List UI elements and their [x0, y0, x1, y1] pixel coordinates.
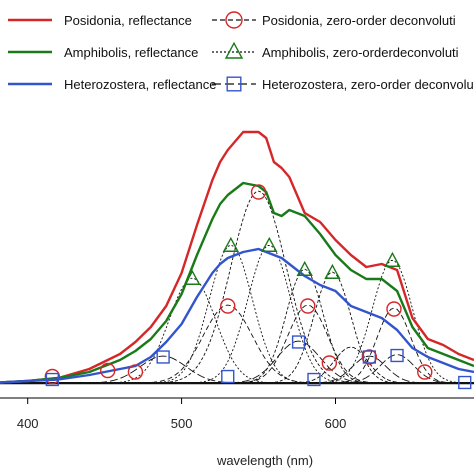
amphibolis-zero-orderdeconvoluti-marker [384, 251, 401, 267]
heterozostera-zero-order-deconvolu-marker [390, 348, 404, 363]
amphibolis-zero-orderdeconvoluti-marker [261, 236, 278, 252]
deconvolution-component-curve [0, 244, 474, 384]
deconvolution-component-curve [0, 304, 474, 384]
x-axis-label: wavelength (nm) [216, 453, 313, 468]
legend-entry: Posidonia, zero-order deconvoluti [212, 11, 456, 29]
heterozostera-zero-order-deconvolu-marker [45, 372, 59, 387]
x-tick-label: 600 [325, 416, 347, 431]
legend-label: Amphibolis, reflectance [64, 45, 198, 60]
posidonia-zero-order-deconvoluti-marker [386, 301, 402, 317]
legend: Posidonia, reflectance Amphibolis, reflec… [8, 11, 474, 92]
amphibolis-zero-orderdeconvoluti-marker [296, 260, 313, 276]
deconvolution-component-curve [0, 260, 474, 384]
legend-entry: Amphibolis, reflectance [8, 45, 198, 60]
heterozostera-zero-order-deconvolu-marker [458, 375, 472, 390]
legend-entry: Heterozostera, reflectance [8, 77, 216, 92]
posidonia-zero-order-deconvoluti-marker [300, 298, 316, 314]
heterozostera-reflectance-line [0, 247, 474, 384]
legend-label: Posidonia, zero-order deconvoluti [262, 13, 456, 28]
curves-layer [0, 130, 474, 390]
x-tick-label: 400 [17, 416, 39, 431]
heterozostera-zero-order-deconvolu-marker [291, 335, 306, 349]
legend-entry: Heterozostera, zero-order deconvolu [212, 76, 474, 92]
deconvolution-component-curve [0, 245, 474, 384]
heterozostera-zero-order-deconvolu-marker [362, 350, 377, 364]
deconvolution-component-curve [0, 277, 474, 384]
x-ticks: 400 500 600 [17, 398, 346, 431]
posidonia-zero-order-deconvoluti-marker [361, 349, 378, 365]
heterozostera-zero-order-deconvolu-marker [221, 369, 235, 384]
amphibolis-zero-orderdeconvoluti-marker [222, 236, 240, 252]
posidonia-zero-order-deconvoluti-marker [100, 362, 116, 379]
legend-label: Heterozostera, zero-order deconvolu [262, 77, 474, 92]
legend-marker-triangle [224, 41, 244, 59]
posidonia-zero-order-deconvoluti-marker [44, 368, 61, 385]
posidonia-zero-order-deconvoluti-marker [321, 355, 338, 371]
amphibolis-zero-orderdeconvoluti-marker [324, 263, 341, 279]
legend-label: Posidonia, reflectance [64, 13, 192, 28]
posidonia-reflectance-line [0, 130, 474, 384]
deconvolution-component-curve [0, 304, 474, 384]
legend-entry: Amphibolis, zero-orderdeconvoluti [212, 41, 459, 60]
heterozostera-zero-order-deconvolu-marker [156, 350, 170, 364]
legend-marker-circle [225, 11, 243, 29]
amphibolis-zero-orderdeconvoluti-marker [184, 269, 201, 285]
x-tick-label: 500 [171, 416, 193, 431]
posidonia-zero-order-deconvoluti-marker [127, 364, 144, 380]
legend-marker-square [226, 76, 242, 92]
deconvolution-component-curve [0, 307, 474, 384]
posidonia-zero-order-deconvoluti-marker [250, 184, 267, 200]
legend-label: Amphibolis, zero-orderdeconvoluti [262, 45, 459, 60]
posidonia-zero-order-deconvoluti-marker [220, 298, 236, 314]
heterozostera-zero-order-deconvolu-marker [307, 372, 321, 387]
posidonia-zero-order-deconvoluti-marker [417, 364, 433, 380]
legend-entry: Posidonia, reflectance [8, 13, 192, 28]
legend-label: Heterozostera, reflectance [64, 77, 216, 92]
